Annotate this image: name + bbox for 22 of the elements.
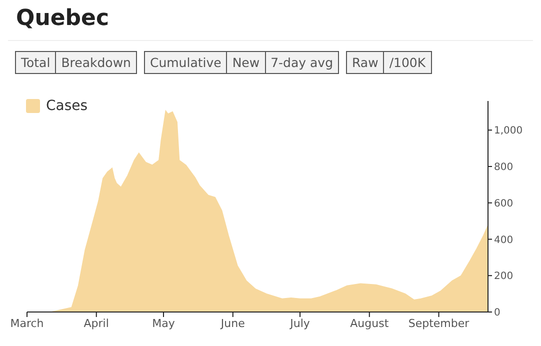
x-tick-label: August: [350, 316, 390, 330]
y-tick-label: 800: [494, 162, 514, 174]
x-tick-label: July: [289, 316, 310, 330]
y-tick-label: 600: [494, 198, 514, 210]
y-tick-label: 1,000: [494, 126, 523, 137]
x-tick-label: September: [408, 316, 470, 330]
y-tick-label: 0: [494, 308, 500, 319]
y-tick-label: 200: [494, 271, 514, 282]
x-tick-label: May: [152, 316, 176, 330]
legend-label: Cases: [45, 98, 88, 114]
x-tick-label: March: [10, 316, 44, 330]
text: Raw: [346, 51, 384, 74]
x-tick-label: June: [220, 316, 246, 330]
text: Total: [15, 51, 56, 74]
text: New: [226, 51, 266, 74]
text: /100K: [383, 51, 432, 74]
text: Breakdown: [55, 51, 137, 74]
y-tick-label: 400: [494, 234, 514, 246]
x-tick-label: April: [84, 316, 109, 330]
text: Cumulative: [144, 51, 228, 74]
text: 7-day avg: [264, 51, 340, 74]
chart-title: Quebec: [16, 6, 109, 31]
